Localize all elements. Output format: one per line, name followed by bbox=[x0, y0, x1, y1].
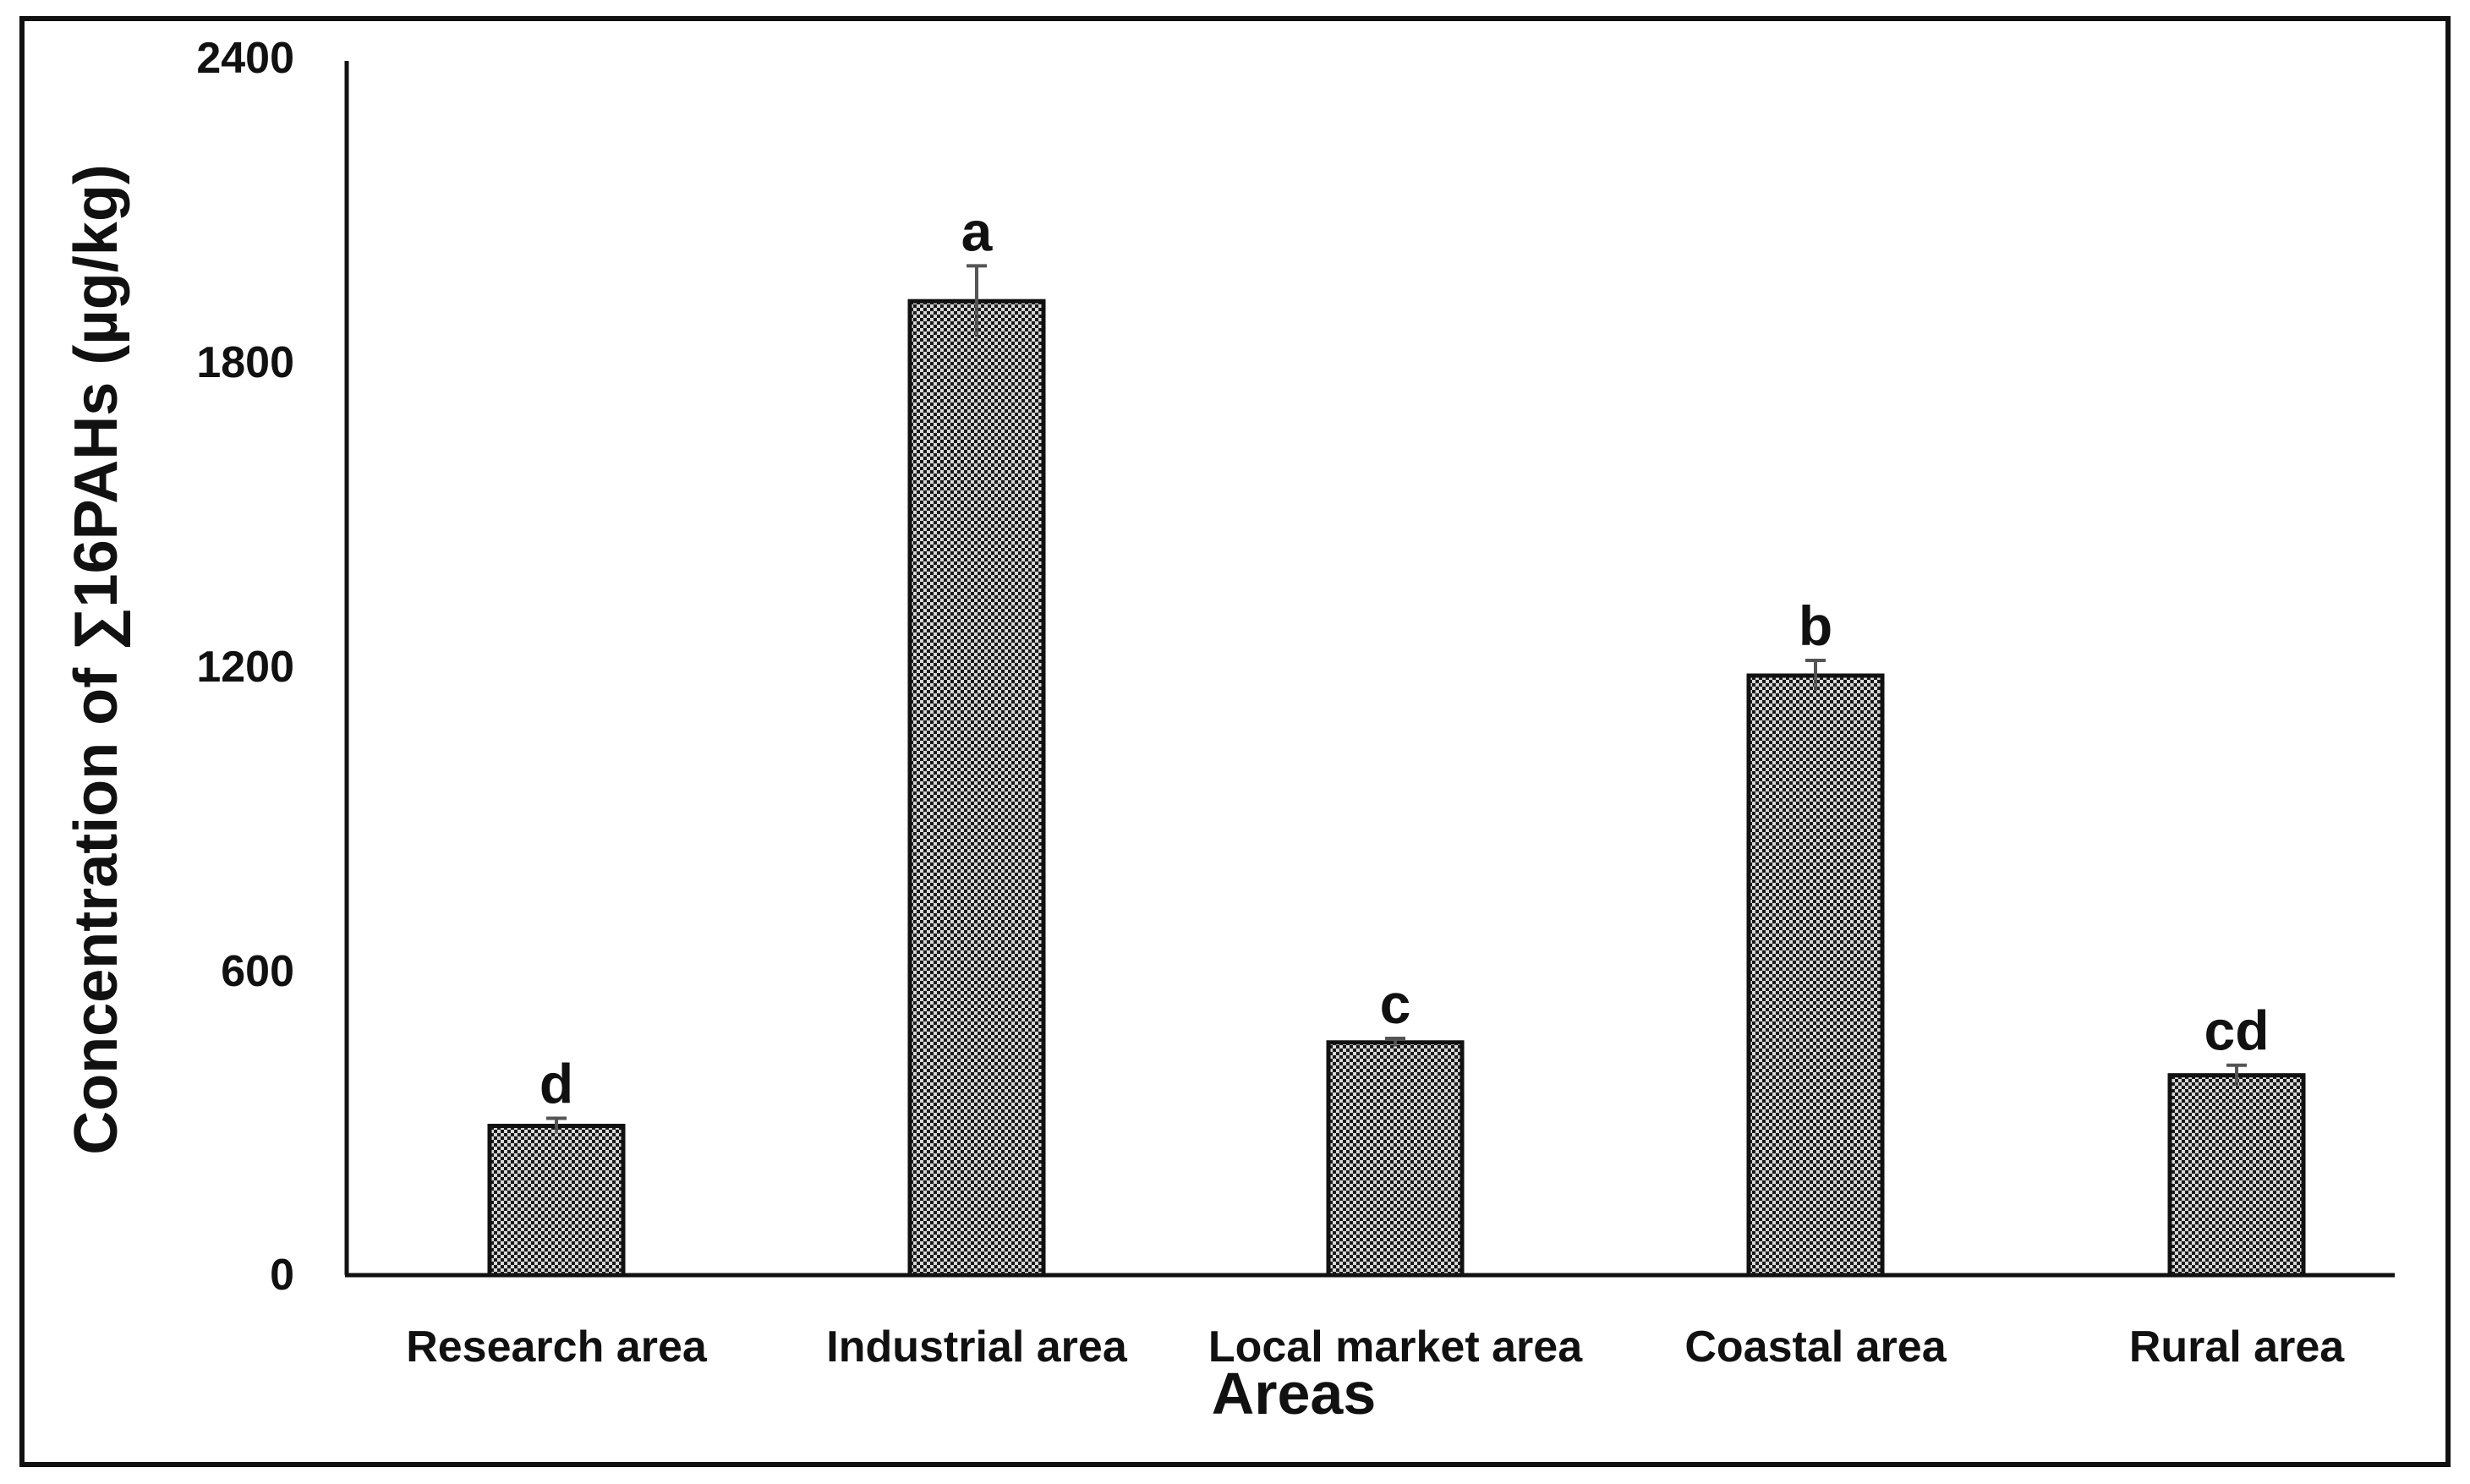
y-tick-label: 1200 bbox=[196, 643, 294, 692]
x-category-label: Coastal area bbox=[1684, 1322, 1947, 1372]
y-tick-labels: 0 600 1200 1800 2400 bbox=[196, 34, 294, 1300]
y-tick-label: 0 bbox=[270, 1251, 294, 1300]
significance-letter: b bbox=[1799, 594, 1832, 657]
y-tick-label: 600 bbox=[221, 947, 294, 996]
y-tick-label: 2400 bbox=[196, 34, 294, 83]
significance-letter: c bbox=[1380, 972, 1411, 1035]
bar bbox=[1746, 673, 1885, 1278]
error-bar bbox=[2226, 1063, 2247, 1086]
significance-letter: a bbox=[961, 200, 994, 262]
x-category-label: Local market area bbox=[1208, 1322, 1583, 1372]
bar bbox=[907, 298, 1046, 1278]
x-category-label: Industrial area bbox=[826, 1322, 1128, 1372]
x-tick-labels: Research area Industrial area Local mark… bbox=[406, 1322, 2345, 1372]
bar bbox=[1326, 1040, 1465, 1278]
bar bbox=[487, 1123, 626, 1278]
bars-layer: d a c b cd bbox=[487, 200, 2306, 1278]
error-bar bbox=[546, 1116, 567, 1134]
x-category-label: Rural area bbox=[2129, 1322, 2345, 1372]
bar bbox=[2167, 1073, 2306, 1278]
significance-letter: cd bbox=[2204, 999, 2269, 1062]
x-axis-title: Areas bbox=[1212, 1361, 1377, 1427]
significance-letter: d bbox=[539, 1053, 573, 1115]
y-axis-title: Concentration of ∑16PAHs (µg/kg) bbox=[63, 164, 130, 1155]
x-category-label: Research area bbox=[406, 1322, 708, 1372]
error-bar bbox=[1385, 1036, 1405, 1047]
y-tick-label: 1800 bbox=[196, 338, 294, 387]
error-bar bbox=[967, 264, 987, 337]
chart-border bbox=[19, 16, 2451, 1467]
error-bar bbox=[1805, 659, 1826, 691]
